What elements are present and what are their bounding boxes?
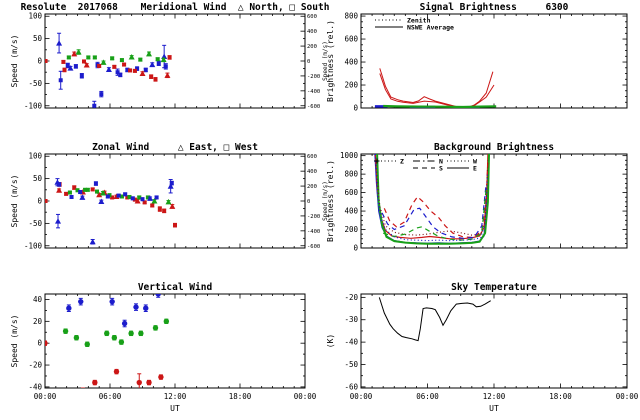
svg-text:0: 0: [353, 244, 358, 253]
axis-frame: [44, 293, 306, 389]
svg-text:20: 20: [33, 317, 43, 326]
panel-title: Resolute 2017068 Meridional Wind △ North…: [21, 2, 330, 13]
svg-text:-20: -20: [344, 293, 358, 302]
svg-text:00:00: 00:00: [350, 392, 373, 401]
svg-text:400: 400: [307, 29, 317, 35]
svg-text:400: 400: [307, 169, 317, 175]
axis-frame: [44, 153, 306, 249]
legend-label: Zenith: [407, 17, 431, 25]
svg-text:00:00: 00:00: [34, 392, 57, 401]
svg-text:0: 0: [353, 104, 358, 113]
svg-text:-600: -600: [307, 104, 320, 110]
legend-label: W: [473, 158, 477, 166]
panel-signal-brightness: 0 200 400 600 800 Brightness (rel.) Signal Bri…: [326, 2, 628, 113]
svg-text:06:00: 06:00: [416, 392, 439, 401]
svg-text:-30: -30: [344, 315, 358, 324]
svg-text:-50: -50: [28, 219, 42, 228]
svg-text:400: 400: [344, 207, 358, 216]
svg-text:800: 800: [344, 170, 358, 179]
panel-title: Background Brightness: [434, 142, 554, 153]
svg-text:50: 50: [33, 34, 43, 43]
svg-text:-400: -400: [307, 89, 320, 95]
points-group: [45, 294, 170, 388]
y-axis-label: Brightness (rel.): [326, 20, 335, 102]
svg-text:40: 40: [33, 295, 43, 304]
svg-text:18:00: 18:00: [229, 392, 252, 401]
panel-title: Signal Brightness 6300: [420, 2, 569, 13]
axis-frame: [360, 153, 628, 249]
panel-sky-temperature: 00:00 06:00 12:00 18:00 00:00 UT -60 -50 -40 -30 -…: [326, 282, 639, 413]
svg-text:0: 0: [37, 57, 42, 66]
svg-text:600: 600: [307, 14, 317, 20]
legend: Z N WS E: [374, 158, 477, 173]
svg-text:-50: -50: [344, 360, 358, 369]
series-group: [374, 68, 497, 108]
axis-frame: [360, 293, 628, 389]
svg-text:1000: 1000: [340, 151, 359, 160]
svg-text:12:00: 12:00: [164, 392, 187, 401]
x-axis-label: UT: [489, 404, 499, 413]
svg-text:600: 600: [344, 188, 358, 197]
series-group: [374, 154, 490, 245]
svg-text:200: 200: [344, 225, 358, 234]
svg-text:0: 0: [307, 59, 310, 65]
svg-text:00:00: 00:00: [616, 392, 639, 401]
svg-text:12:00: 12:00: [483, 392, 506, 401]
svg-text:200: 200: [307, 184, 317, 190]
svg-text:0: 0: [307, 199, 310, 205]
legend-label: N: [439, 158, 443, 166]
legend-label: S: [439, 165, 443, 173]
panel-vertical-wind: 00:00 06:00 12:00 18:00 00:00 UT -40 -20 0 20 40 Sp…: [10, 282, 317, 413]
svg-text:-60: -60: [344, 382, 358, 391]
svg-text:0: 0: [37, 339, 42, 348]
svg-text:100: 100: [28, 12, 42, 21]
y-axis-label: Speed (m/s): [10, 315, 19, 368]
svg-text:0: 0: [37, 197, 42, 206]
svg-text:-100: -100: [24, 241, 43, 250]
panel-zonal-wind: -100 -50 0 50 100 600 400 200 0 -200 -400 -600 Speed…: [10, 142, 329, 250]
svg-text:100: 100: [28, 152, 42, 161]
y-axis-label: Speed (m/s): [10, 175, 19, 228]
svg-text:200: 200: [344, 81, 358, 90]
svg-text:06:00: 06:00: [99, 392, 122, 401]
svg-text:-40: -40: [28, 382, 42, 391]
svg-text:-50: -50: [28, 79, 42, 88]
legend-label: NSWE Average: [407, 24, 454, 32]
svg-text:600: 600: [307, 154, 317, 160]
svg-text:600: 600: [344, 35, 358, 44]
x-axis-label: UT: [170, 404, 180, 413]
points-group: [45, 178, 177, 245]
series-group: [378, 297, 491, 342]
panel-background-brightness: 0 200 400 600 800 1000 Brightness (rel.) Backgr…: [326, 142, 628, 253]
y-axis-label: (K): [326, 334, 335, 348]
y-axis-label: Brightness (rel.): [326, 160, 335, 242]
svg-text:50: 50: [33, 174, 43, 183]
svg-text:-40: -40: [344, 338, 358, 347]
axis-frame: [360, 13, 628, 109]
svg-text:200: 200: [307, 44, 317, 50]
points-group: [45, 32, 172, 108]
panel-meridional-wind: -100 -50 0 50 100 600 400 200 0 -200 -400 -600 Speed…: [10, 2, 329, 110]
svg-text:400: 400: [344, 58, 358, 67]
legend-label: Z: [400, 158, 404, 166]
y-axis-label: Speed (m/s): [10, 35, 19, 88]
svg-text:-100: -100: [24, 101, 43, 110]
legend-label: E: [473, 165, 477, 173]
svg-text:800: 800: [344, 12, 358, 21]
svg-text:-400: -400: [307, 229, 320, 235]
svg-text:00:00: 00:00: [294, 392, 317, 401]
panel-title: Zonal Wind △ East, □ West: [92, 142, 258, 153]
svg-text:-600: -600: [307, 244, 320, 250]
svg-text:-200: -200: [307, 214, 320, 220]
right-axis-label: Speed (m/s): [322, 181, 329, 221]
svg-text:-200: -200: [307, 74, 320, 80]
svg-text:18:00: 18:00: [549, 392, 572, 401]
panel-title: Vertical Wind: [138, 282, 213, 293]
svg-text:-20: -20: [28, 361, 42, 370]
panel-title: Sky Temperature: [451, 282, 537, 293]
right-axis-label: Speed (m/s): [322, 41, 329, 81]
